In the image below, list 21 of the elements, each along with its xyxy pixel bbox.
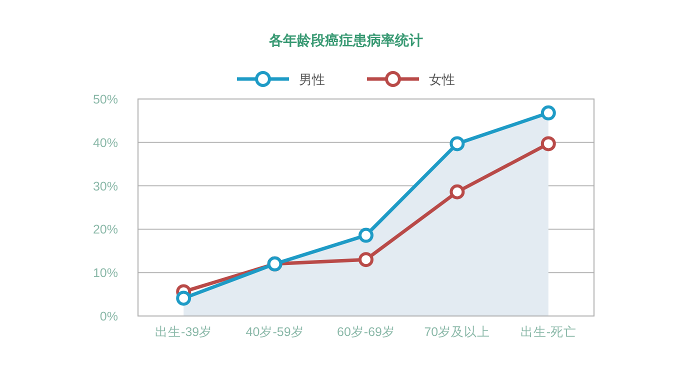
x-tick-label: 70岁及以上 bbox=[424, 325, 490, 339]
y-tick-label: 0% bbox=[100, 310, 118, 324]
y-tick-label: 10% bbox=[92, 266, 118, 280]
point bbox=[450, 136, 465, 152]
point bbox=[450, 184, 465, 200]
point bbox=[540, 105, 556, 120]
point bbox=[358, 228, 374, 243]
legend-label: 男性 bbox=[299, 72, 325, 87]
point bbox=[358, 252, 374, 268]
y-tick-label: 40% bbox=[92, 136, 118, 150]
x-tick-label: 40岁-59岁 bbox=[246, 325, 304, 339]
y-tick-label: 20% bbox=[92, 222, 118, 237]
point bbox=[540, 136, 556, 152]
legend-label: 女性 bbox=[429, 72, 455, 87]
chart-title: 各年龄段癌症患病率统计 bbox=[268, 32, 423, 48]
x-tick-label: 60岁-69岁 bbox=[337, 325, 395, 339]
point bbox=[176, 290, 192, 306]
y-tick-label: 50% bbox=[92, 92, 118, 106]
x-tick-label: 出生-死亡 bbox=[520, 324, 576, 339]
y-tick-label: 30% bbox=[92, 179, 118, 194]
x-tick-label: 出生-39岁 bbox=[155, 325, 212, 339]
